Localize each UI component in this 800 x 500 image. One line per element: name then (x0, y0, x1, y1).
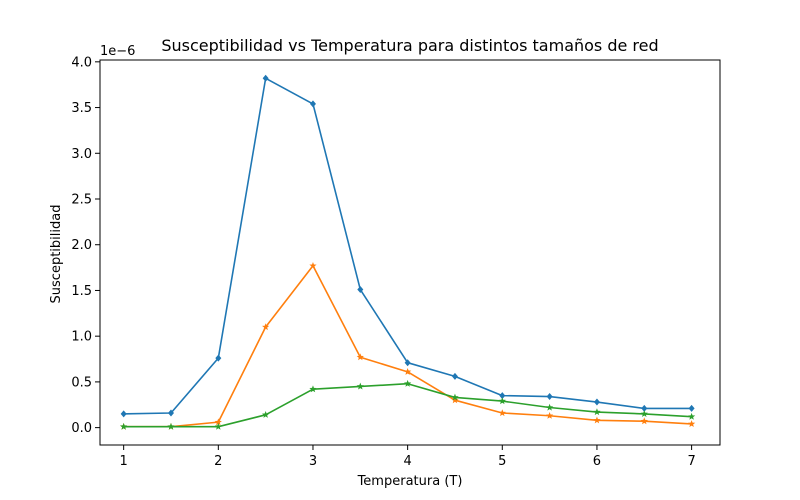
x-tick-label: 1 (120, 454, 128, 469)
chart-title: Susceptibilidad vs Temperatura para dist… (161, 36, 658, 55)
data-point (688, 404, 695, 412)
data-point (404, 368, 412, 375)
data-point (640, 417, 648, 425)
data-point (451, 393, 459, 401)
data-point (499, 392, 506, 400)
y-tick-label: 0.5 (71, 375, 92, 390)
data-point (309, 385, 317, 393)
data-point (262, 74, 269, 82)
data-point (262, 411, 270, 418)
data-point (262, 323, 270, 331)
series-3 (120, 379, 696, 430)
series-layer (120, 74, 696, 430)
y-tick-label: 1.0 (71, 330, 92, 345)
x-tick-label: 5 (498, 454, 506, 469)
data-point (546, 411, 554, 419)
data-point (120, 422, 128, 430)
data-point (214, 422, 222, 430)
data-point (356, 382, 364, 390)
data-point (451, 372, 458, 380)
data-point (593, 416, 601, 424)
x-tick-label: 6 (593, 454, 601, 469)
data-point (593, 398, 600, 406)
y-tick-label: 0.0 (71, 421, 92, 436)
data-point (546, 403, 554, 411)
data-point (404, 379, 412, 387)
y-tick-label: 4.0 (71, 55, 92, 70)
data-point (167, 409, 174, 417)
series-2 (120, 261, 696, 430)
x-axis-label: Temperatura (T) (357, 474, 463, 489)
data-point (356, 353, 364, 361)
x-tick-label: 2 (214, 454, 222, 469)
x-tick-label: 7 (687, 454, 695, 469)
data-point (309, 100, 316, 108)
data-point (687, 420, 696, 428)
data-point (451, 396, 459, 404)
x-tick-label: 3 (309, 454, 317, 469)
axis-ticks: 1 2 3 4 5 6 7 0.0 0.5 1.0 1.5 2.0 2.5 3.0 3.5 4.0 (71, 55, 695, 469)
data-point (593, 408, 601, 416)
y-tick-label: 2.5 (71, 193, 92, 208)
y-tick-label: 3.5 (71, 101, 92, 116)
x-tick-label: 4 (403, 454, 411, 469)
data-point (498, 397, 506, 405)
y-tick-label: 3.0 (71, 147, 92, 162)
y-tick-label: 2.0 (71, 238, 92, 253)
y-tick-label: 1.5 (71, 284, 92, 299)
data-point (167, 422, 175, 430)
y-axis-label: Susceptibilidad (49, 205, 64, 304)
plot-frame (99, 59, 721, 446)
data-point (309, 261, 317, 269)
data-point (404, 359, 411, 367)
data-point (498, 409, 506, 417)
data-point (120, 410, 127, 418)
data-point (640, 410, 648, 417)
data-point (215, 354, 222, 362)
data-point (357, 286, 364, 294)
data-point (214, 418, 222, 426)
data-point (546, 393, 553, 401)
y-offset-label: 1e−6 (100, 44, 135, 59)
data-point (641, 404, 648, 412)
data-point (687, 412, 696, 420)
series-1 (120, 74, 695, 418)
